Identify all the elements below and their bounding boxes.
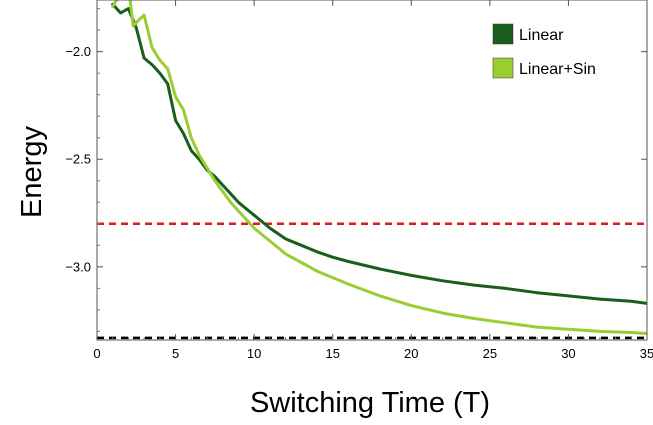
x-tick-label: 20	[404, 346, 418, 361]
y-tick-label: −2.0	[65, 44, 91, 59]
plot-frame	[96, 0, 648, 341]
x-tick-label: 5	[172, 346, 179, 361]
plot-border	[96, 0, 648, 341]
x-tick-label: 0	[93, 346, 100, 361]
legend-swatch	[492, 57, 514, 79]
series-line-linear	[111, 2, 647, 305]
x-tick-label: 10	[247, 346, 261, 361]
series-lines	[111, 0, 647, 335]
y-axis-ticks: −2.0 −2.5 −3.0	[65, 8, 647, 332]
legend-label: Linear+Sin	[519, 61, 596, 78]
legend-label: Linear	[519, 27, 564, 44]
legend: Linear Linear+Sin	[492, 23, 596, 79]
x-axis-title: Switching Time (T)	[250, 387, 490, 419]
y-tick-label: −3.0	[65, 259, 91, 274]
y-tick-label: −2.5	[65, 152, 91, 167]
reference-lines	[97, 222, 647, 340]
series-line-linear-sin	[111, 0, 647, 335]
x-axis-ticks: 0 5 10 15 20 25 30 35	[93, 0, 653, 361]
x-tick-label: 35	[640, 346, 653, 361]
y-axis-title: Energy	[16, 126, 48, 218]
x-tick-label: 30	[561, 346, 575, 361]
x-tick-label: 25	[483, 346, 497, 361]
x-tick-label: 15	[325, 346, 339, 361]
legend-swatch	[492, 23, 514, 45]
